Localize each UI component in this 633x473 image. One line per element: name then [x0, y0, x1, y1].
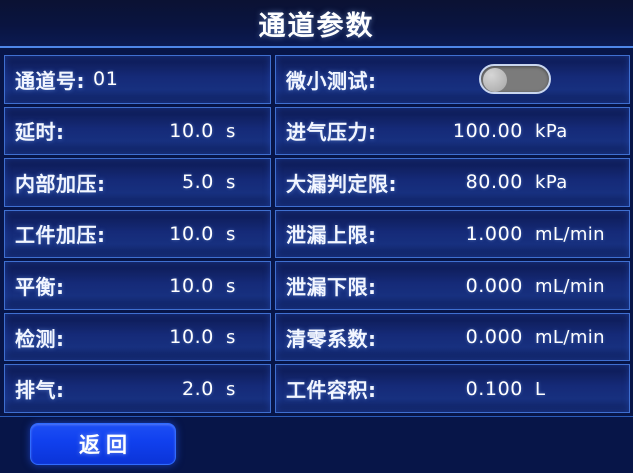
param-value: 10.0	[169, 326, 214, 349]
param-label: 工件加压:	[15, 223, 106, 248]
parameter-grid: 通道号: 01 微小测试: 延时: 10.0 s 进气压力: 100.00 kP…	[4, 55, 630, 413]
param-value: 01	[93, 68, 119, 91]
param-cell-gross-leak-limit[interactable]: 大漏判定限: 80.00 kPa	[275, 158, 630, 207]
page-title: 通道参数	[258, 11, 375, 42]
param-cell-internal-pressurize-time[interactable]: 内部加压: 5.0 s	[4, 158, 271, 207]
param-value: 0.000	[465, 274, 523, 297]
param-cell-micro-test[interactable]: 微小测试:	[275, 55, 630, 104]
param-cell-delay-time[interactable]: 延时: 10.0 s	[4, 106, 271, 156]
param-label: 通道号:	[15, 68, 85, 93]
param-unit: s	[226, 327, 236, 349]
param-unit: kPa	[535, 172, 568, 194]
param-label: 清零系数:	[286, 326, 377, 351]
param-unit: s	[226, 378, 236, 400]
param-value: 10.0	[169, 119, 214, 142]
param-value: 10.0	[169, 222, 214, 245]
param-value: 5.0	[181, 171, 214, 194]
param-value: 80.00	[465, 171, 523, 194]
param-label: 延时:	[15, 120, 65, 145]
param-unit: s	[226, 223, 236, 245]
param-cell-channel-number[interactable]: 通道号: 01	[4, 55, 271, 104]
param-cell-exhaust-time[interactable]: 排气: 2.0 s	[4, 364, 271, 413]
param-label: 内部加压:	[15, 171, 106, 196]
param-value: 2.0	[181, 377, 214, 400]
param-unit: L	[535, 378, 546, 400]
param-value: 10.0	[169, 274, 214, 297]
param-value: 1.000	[465, 222, 523, 245]
toggle-knob-icon	[483, 68, 507, 93]
param-unit: kPa	[535, 120, 568, 142]
param-label: 泄漏上限:	[286, 223, 377, 248]
param-cell-leak-upper-limit[interactable]: 泄漏上限: 1.000 mL/min	[275, 209, 630, 259]
param-cell-zeroing-coefficient[interactable]: 清零系数: 0.000 mL/min	[275, 312, 630, 362]
param-label: 排气:	[15, 378, 65, 403]
param-cell-detect-time[interactable]: 检测: 10.0 s	[4, 312, 271, 362]
param-label: 微小测试:	[286, 68, 377, 93]
param-unit: s	[226, 172, 236, 194]
param-value: 0.000	[465, 326, 523, 349]
micro-test-toggle[interactable]	[479, 64, 551, 95]
param-value: 100.00	[452, 119, 523, 142]
param-unit: s	[226, 275, 236, 297]
param-unit: mL/min	[535, 275, 605, 297]
param-cell-balance-time[interactable]: 平衡: 10.0 s	[4, 261, 271, 310]
param-label: 大漏判定限:	[286, 171, 397, 196]
param-unit: mL/min	[535, 223, 605, 245]
param-cell-workpiece-volume[interactable]: 工件容积: 0.100 L	[275, 364, 630, 413]
footer-bar: 返回	[0, 416, 633, 473]
param-unit: s	[226, 120, 236, 142]
param-label: 泄漏下限:	[286, 275, 377, 300]
param-label: 检测:	[15, 326, 65, 351]
param-label: 平衡:	[15, 275, 65, 300]
title-bar: 通道参数	[0, 0, 633, 48]
return-button[interactable]: 返回	[30, 423, 176, 465]
param-cell-leak-lower-limit[interactable]: 泄漏下限: 0.000 mL/min	[275, 261, 630, 310]
param-label: 工件容积:	[286, 378, 377, 403]
param-cell-workpiece-pressurize-time[interactable]: 工件加压: 10.0 s	[4, 209, 271, 259]
param-label: 进气压力:	[286, 120, 377, 145]
param-cell-inlet-pressure[interactable]: 进气压力: 100.00 kPa	[275, 106, 630, 156]
param-value: 0.100	[465, 377, 523, 400]
param-unit: mL/min	[535, 327, 605, 349]
